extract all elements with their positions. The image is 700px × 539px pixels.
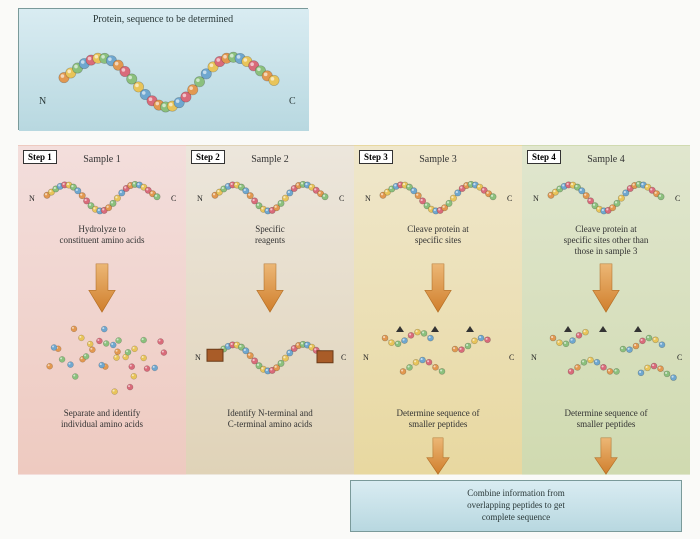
- step-column-4: Step 4Sample 4NCNCCleave protein atspeci…: [522, 145, 690, 475]
- svg-text:C: C: [509, 353, 514, 362]
- top-title: Protein, sequence to be determined: [19, 14, 307, 25]
- svg-text:C: C: [341, 353, 346, 362]
- svg-text:N: N: [365, 194, 371, 203]
- step-column-1: Step 1Sample 1NCHydrolyze toconstituent …: [18, 145, 186, 475]
- step-bottom-text: Separate and identifyindividual amino ac…: [19, 408, 185, 430]
- step-bottom-text: Determine sequence ofsmaller peptides: [523, 408, 689, 430]
- svg-text:N: N: [533, 194, 539, 203]
- svg-text:C: C: [289, 96, 296, 107]
- svg-text:N: N: [531, 353, 537, 362]
- svg-text:C: C: [339, 194, 344, 203]
- svg-text:N: N: [363, 353, 369, 362]
- top-protein-panel: Protein, sequence to be determined NC: [18, 8, 308, 130]
- combine-panel: Combine information fromoverlapping pept…: [350, 480, 682, 532]
- svg-text:C: C: [677, 353, 682, 362]
- step-column-2: Step 2Sample 2NCNCSpecificreagentsIdenti…: [186, 145, 354, 475]
- svg-text:N: N: [29, 194, 35, 203]
- step-column-3: Step 3Sample 3NCNCCleave protein atspeci…: [354, 145, 522, 475]
- sample-label: Sample 2: [187, 154, 353, 165]
- sample-label: Sample 1: [19, 154, 185, 165]
- svg-text:C: C: [171, 194, 176, 203]
- svg-text:N: N: [197, 194, 203, 203]
- step-bottom-text: Identify N-terminal andC-terminal amino …: [187, 408, 353, 430]
- combine-text: Combine information fromoverlapping pept…: [467, 488, 565, 523]
- steps-row: Step 1Sample 1NCHydrolyze toconstituent …: [18, 145, 682, 475]
- step-bottom-text: Determine sequence ofsmaller peptides: [355, 408, 521, 430]
- step-mid-text: Cleave protein atspecific sites other th…: [523, 224, 689, 256]
- sample-label: Sample 3: [355, 154, 521, 165]
- svg-text:C: C: [675, 194, 680, 203]
- svg-text:C: C: [507, 194, 512, 203]
- sample-label: Sample 4: [523, 154, 689, 165]
- svg-text:N: N: [39, 96, 46, 107]
- step-mid-text: Cleave protein atspecific sites: [355, 224, 521, 246]
- protein-chain-large: NC: [19, 9, 309, 131]
- svg-text:N: N: [195, 353, 201, 362]
- step-mid-text: Specificreagents: [187, 224, 353, 246]
- step-mid-text: Hydrolyze toconstituent amino acids: [19, 224, 185, 246]
